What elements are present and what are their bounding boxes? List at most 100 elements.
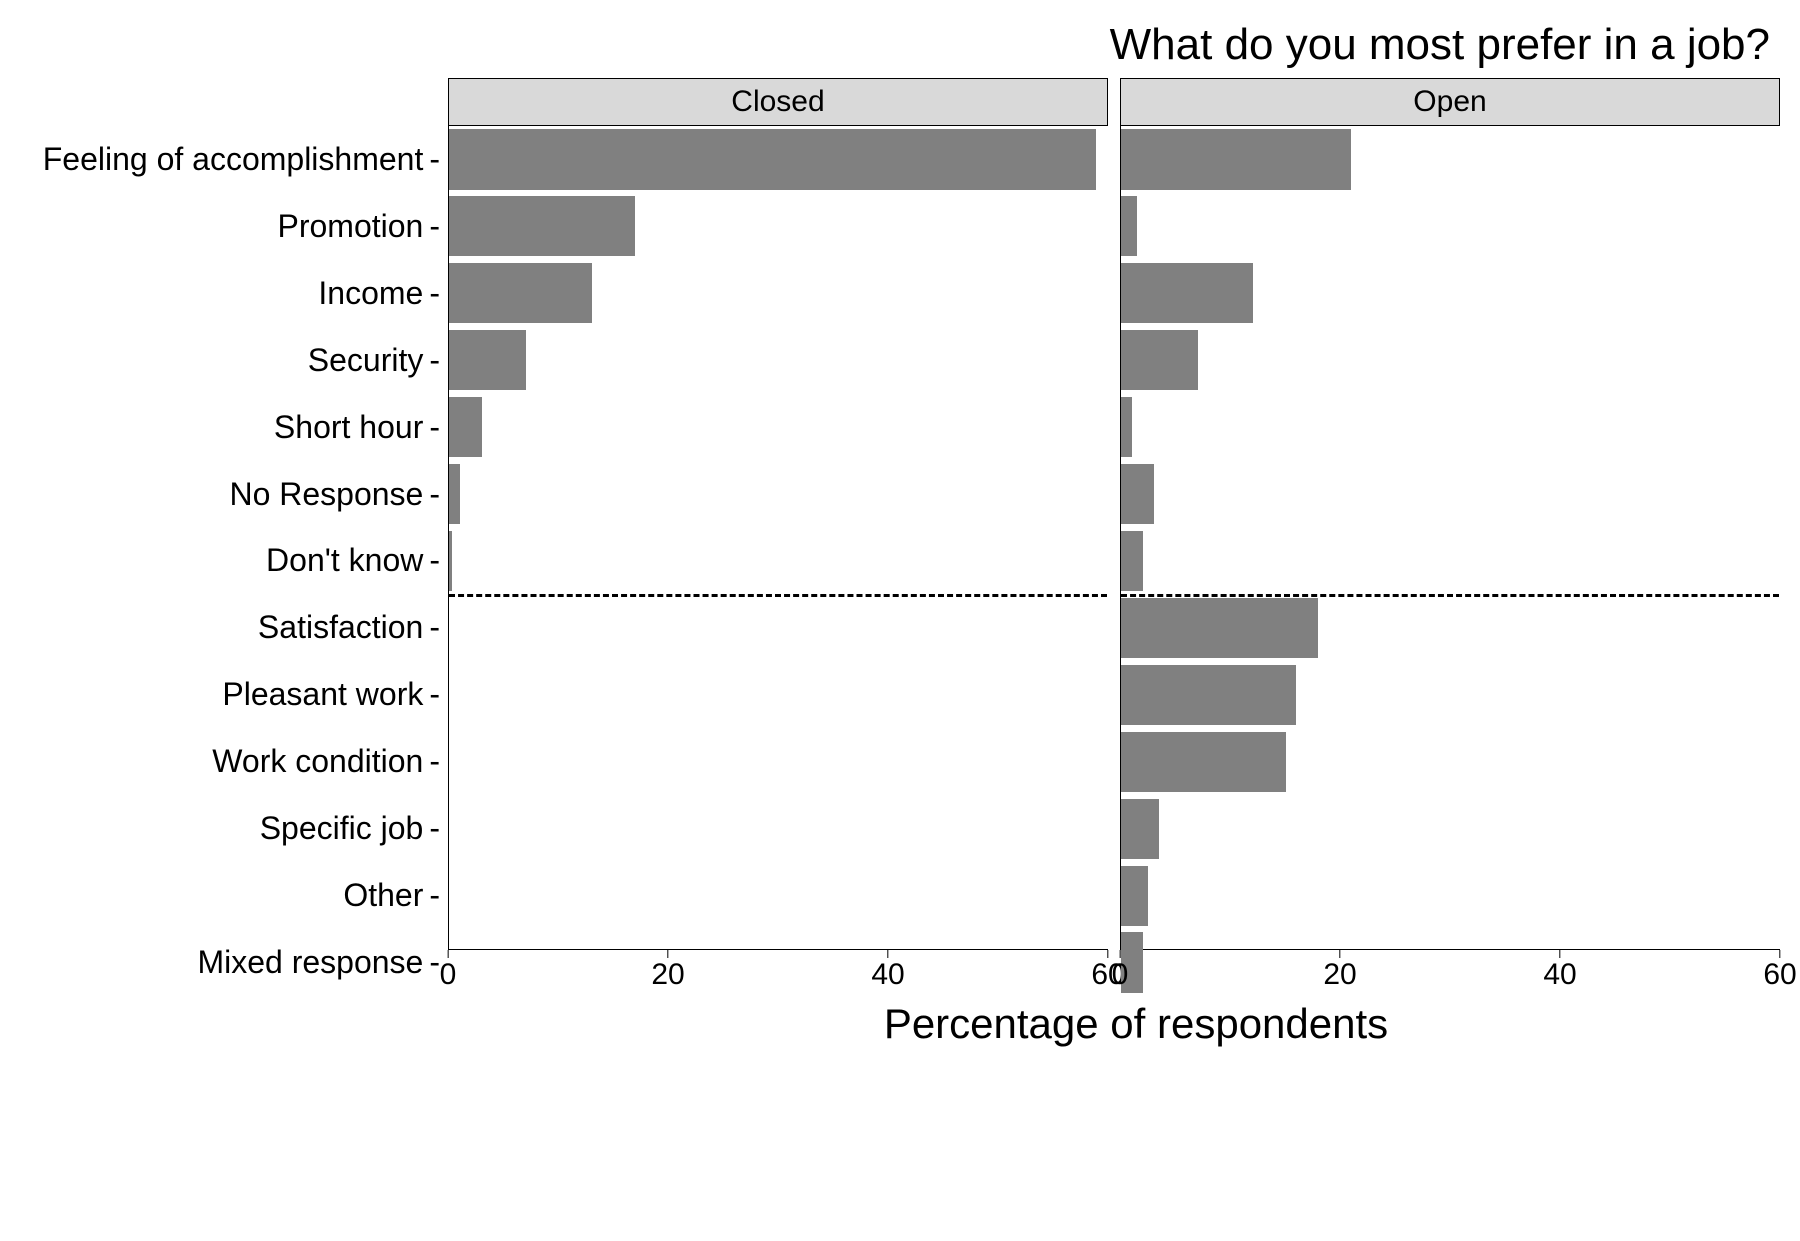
bar-row [1121, 263, 1779, 323]
y-axis-category-label: Other- [20, 862, 440, 929]
dashed-divider [1121, 594, 1779, 597]
bar-row [1121, 531, 1779, 591]
y-axis-category-label: No Response- [20, 461, 440, 528]
y-axis-category-label: Income- [20, 260, 440, 327]
bar-row [449, 196, 1107, 256]
bar-row [1121, 665, 1779, 725]
bar-row [449, 263, 1107, 323]
bar [1121, 397, 1132, 457]
gridline [1779, 126, 1780, 949]
y-axis-category-text: Promotion [278, 208, 424, 245]
bar-row [449, 866, 1107, 926]
facet-panel: Closed0204060 [448, 78, 1108, 996]
facet-strip-label: Closed [448, 78, 1108, 126]
bar-row [1121, 799, 1779, 859]
bar [449, 464, 460, 524]
x-tick-label: 20 [651, 958, 684, 992]
y-axis-category-text: Pleasant work [222, 676, 423, 713]
bar-row [1121, 464, 1779, 524]
y-axis-category-label: Satisfaction- [20, 594, 440, 661]
x-tick-mark [1340, 950, 1341, 958]
y-axis-category-text: Mixed response [197, 944, 423, 981]
bar-row [1121, 732, 1779, 792]
y-axis-category-label: Pleasant work- [20, 661, 440, 728]
x-tick-mark [888, 950, 889, 958]
bar [449, 263, 592, 323]
bar-row [449, 330, 1107, 390]
bar-row [449, 129, 1107, 189]
bar [1121, 531, 1143, 591]
y-axis-category-text: Security [308, 342, 424, 379]
panel-body [448, 126, 1108, 950]
x-axis-area: Percentage of respondents [20, 996, 1780, 1048]
chart-title: What do you most prefer in a job? [20, 20, 1780, 70]
bar [1121, 866, 1148, 926]
bar-row [1121, 866, 1779, 926]
bar-row [449, 799, 1107, 859]
y-axis-tick-mark: - [429, 609, 440, 646]
facet-panel: Open0204060 [1120, 78, 1780, 996]
x-tick-label: 0 [440, 958, 457, 992]
bar [449, 196, 635, 256]
y-axis-tick-mark: - [429, 342, 440, 379]
facet-strip-label: Open [1120, 78, 1780, 126]
bar [1121, 464, 1154, 524]
bar-row [449, 464, 1107, 524]
x-tick-mark [1120, 950, 1121, 958]
panel-body [1120, 126, 1780, 950]
y-axis-tick-mark: - [429, 476, 440, 513]
bar-row [1121, 129, 1779, 189]
dashed-divider [449, 594, 1107, 597]
x-tick: 0 [1112, 950, 1129, 992]
bar [1121, 196, 1137, 256]
y-axis-tick-mark: - [429, 810, 440, 847]
y-axis-tick-mark: - [429, 409, 440, 446]
y-axis-category-label: Feeling of accomplishment- [20, 126, 440, 193]
bar-row [1121, 397, 1779, 457]
x-tick: 40 [1543, 950, 1576, 992]
y-axis-category-text: Specific job [260, 810, 424, 847]
y-axis-category-label: Work condition- [20, 728, 440, 795]
y-axis-category-text: Other [343, 877, 423, 914]
bar [449, 129, 1096, 189]
y-axis-category-text: Satisfaction [258, 609, 423, 646]
x-tick-label: 0 [1112, 958, 1129, 992]
panel-x-ticks: 0204060 [448, 950, 1108, 996]
x-axis-label: Percentage of respondents [470, 1000, 1800, 1048]
y-axis-category-text: No Response [229, 476, 423, 513]
x-tick-mark [448, 950, 449, 958]
bar-row [449, 531, 1107, 591]
facet-panels: Closed0204060Open0204060 [448, 78, 1780, 996]
y-axis-category-label: Don't know- [20, 528, 440, 595]
bar [449, 330, 526, 390]
bar [449, 531, 452, 591]
bar [1121, 799, 1159, 859]
x-tick: 0 [440, 950, 457, 992]
panel-x-ticks: 0204060 [1120, 950, 1780, 996]
y-axis-category-text: Short hour [274, 409, 423, 446]
y-axis-category-text: Feeling of accomplishment [43, 141, 424, 178]
bar-row [449, 732, 1107, 792]
bar-row [449, 665, 1107, 725]
x-tick: 20 [651, 950, 684, 992]
plot-area: Feeling of accomplishment-Promotion-Inco… [20, 78, 1780, 996]
y-axis-tick-mark: - [429, 141, 440, 178]
x-tick: 40 [871, 950, 904, 992]
y-axis-category-label: Security- [20, 327, 440, 394]
x-tick: 20 [1323, 950, 1356, 992]
x-tick-label: 20 [1323, 958, 1356, 992]
y-axis-category-label: Specific job- [20, 795, 440, 862]
y-axis-labels: Feeling of accomplishment-Promotion-Inco… [20, 78, 448, 996]
y-axis-tick-mark: - [429, 275, 440, 312]
bar-row [449, 397, 1107, 457]
x-tick-mark [668, 950, 669, 958]
bar [1121, 129, 1351, 189]
bar [1121, 732, 1286, 792]
gridline [1107, 126, 1108, 949]
y-axis-category-text: Income [318, 275, 423, 312]
y-axis-tick-mark: - [429, 944, 440, 981]
x-tick-mark [1780, 950, 1781, 958]
y-axis-category-label: Short hour- [20, 394, 440, 461]
y-axis-category-label: Mixed response- [20, 929, 440, 996]
x-tick-label: 40 [871, 958, 904, 992]
